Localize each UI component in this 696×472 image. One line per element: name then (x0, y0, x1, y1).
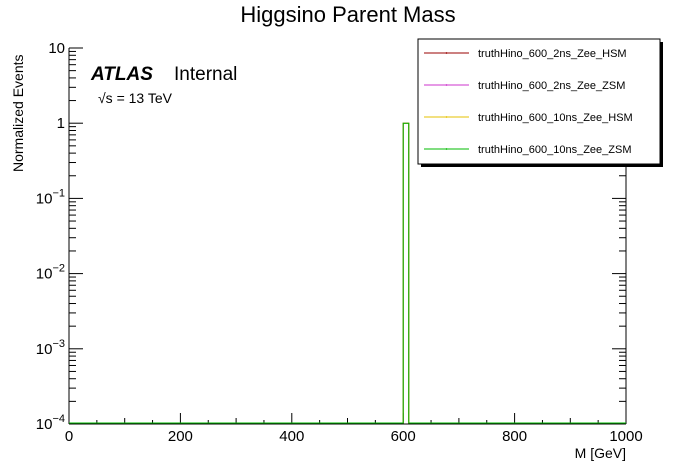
x-tick-label: 800 (502, 428, 527, 445)
x-axis-label: M [GeV] (575, 445, 626, 461)
series-histogram (69, 122, 626, 424)
series-histogram (69, 122, 626, 424)
x-tick-label: 1000 (609, 428, 642, 445)
series-histogram (69, 122, 626, 424)
legend: truthHino_600_2ns_Zee_HSM truthHino_600_2… (417, 38, 663, 167)
y-tick-exponent: −4 (52, 413, 65, 425)
y-tick-label: 10−1 (36, 187, 65, 207)
y-axis-label: Normalized Events (10, 55, 26, 173)
y-tick-exponent: −1 (52, 187, 65, 199)
atlas-label: ATLAS (90, 64, 153, 85)
energy-label: √s = 13 TeV (98, 90, 173, 106)
y-tick-base: 10 (48, 40, 65, 57)
x-axis-ticks: 0 200 400 600 800 1000 (65, 413, 643, 445)
chart-title: Higgsino Parent Mass (240, 2, 455, 27)
y-tick-base: 10 (36, 341, 53, 358)
legend-box (417, 38, 661, 165)
legend-label: truthHino_600_10ns_Zee_ZSM (478, 144, 631, 156)
y-tick-label: 1 (57, 115, 65, 132)
x-tick-label: 200 (168, 428, 193, 445)
y-tick-label: 10−3 (36, 338, 65, 358)
y-tick-base: 10 (36, 190, 53, 207)
series-histogram (69, 122, 626, 424)
x-tick-label: 600 (391, 428, 416, 445)
legend-label: truthHino_600_2ns_Zee_HSM (478, 48, 627, 60)
legend-marker (445, 116, 448, 118)
y-tick-base: 10 (36, 416, 53, 433)
y-tick-label: 10−2 (36, 263, 65, 283)
y-tick-label: 10−4 (36, 413, 65, 433)
y-tick-label: 10 (48, 40, 65, 57)
x-tick-label: 0 (65, 428, 73, 445)
y-tick-base: 1 (57, 115, 65, 132)
x-tick-label: 400 (279, 428, 304, 445)
atlas-status-label: Internal (174, 64, 237, 85)
y-tick-exponent: −2 (52, 263, 65, 275)
legend-marker (445, 148, 448, 150)
legend-label: truthHino_600_10ns_Zee_HSM (478, 112, 633, 124)
legend-marker (445, 52, 448, 54)
y-tick-exponent: −3 (52, 338, 65, 350)
legend-label: truthHino_600_2ns_Zee_ZSM (478, 80, 625, 92)
series-layer (69, 122, 626, 424)
y-tick-base: 10 (36, 266, 53, 283)
legend-marker (445, 84, 448, 86)
